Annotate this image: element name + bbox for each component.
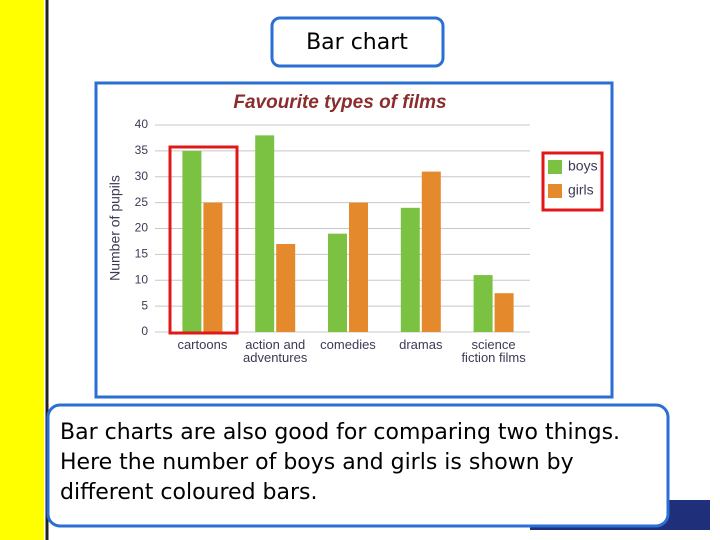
y-tick-label: 25	[135, 195, 149, 209]
slide-title: Bar chart	[306, 30, 408, 55]
x-tick-label: dramas	[399, 338, 443, 352]
x-tick-wrap: dramas	[399, 338, 443, 352]
legend-label: girls	[568, 182, 594, 198]
x-tick-label: comedies	[320, 338, 376, 352]
x-tick-label: science fiction films	[461, 338, 526, 365]
x-tick-label: cartoons	[177, 338, 228, 352]
y-tick-label: 15	[135, 247, 149, 261]
x-tick-wrap: action and adventures	[243, 338, 308, 365]
bar	[203, 202, 223, 332]
chart-title: Favourite types of films	[233, 92, 446, 113]
y-tick-label: 40	[135, 117, 149, 131]
x-tick-label: action and adventures	[243, 338, 308, 365]
caption-wrap: Bar charts are also good for comparing t…	[60, 420, 621, 505]
bar	[400, 207, 420, 332]
legend-swatch	[548, 184, 562, 198]
legend-label: boys	[568, 158, 598, 174]
x-tick-wrap: science fiction films	[461, 338, 526, 365]
bar	[349, 202, 368, 332]
caption: Bar charts are also good for comparing t…	[60, 420, 621, 505]
bar	[473, 275, 493, 332]
legend-swatch	[548, 160, 562, 174]
highlight-box	[168, 145, 239, 335]
bar	[328, 233, 347, 332]
y-axis-label: Number of pupils	[107, 175, 123, 281]
y-tick-label: 10	[135, 272, 149, 286]
bar	[276, 244, 296, 332]
plot: 0 5 10 15 20 25 30 35 40 cartoons action and adven…	[135, 117, 598, 365]
y-tick-label: 5	[141, 298, 148, 312]
bar	[255, 135, 275, 332]
bar	[182, 150, 202, 332]
bar	[494, 293, 514, 332]
x-tick-wrap: comedies	[320, 338, 376, 352]
bar	[421, 171, 441, 332]
y-tick-label: 30	[135, 169, 149, 183]
y-tick-label: 0	[141, 324, 148, 338]
side-stripe	[0, 0, 44, 540]
y-tick-label: 20	[135, 221, 149, 235]
caption-box	[46, 403, 670, 528]
y-tick-label: 35	[135, 143, 149, 157]
title-box	[270, 16, 445, 68]
legend-highlight	[541, 151, 604, 212]
x-tick-wrap: cartoons	[177, 338, 228, 352]
